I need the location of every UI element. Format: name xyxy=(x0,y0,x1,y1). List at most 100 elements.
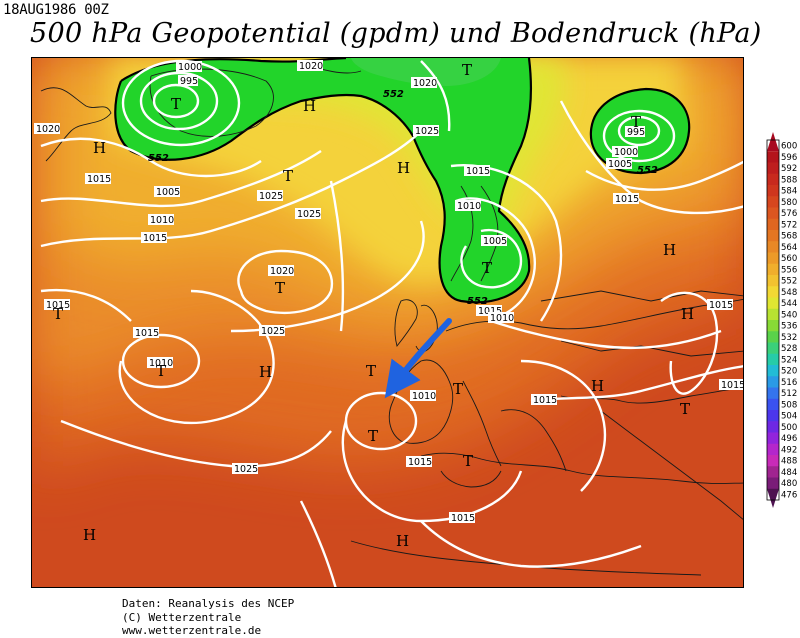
isobar-label: 1010 xyxy=(410,390,436,402)
svg-text:1015: 1015 xyxy=(87,174,111,185)
credits: Daten: Reanalysis des NCEP (C) Wetterzen… xyxy=(122,597,294,638)
colorbar-tick-label: 496 xyxy=(781,434,797,444)
colorbar-tick-label: 520 xyxy=(781,367,797,377)
isobar-label: 1015 xyxy=(719,379,744,391)
colorbar-swatch xyxy=(767,398,779,411)
colorbar-swatch xyxy=(767,365,779,377)
colorbar-tick-label: 576 xyxy=(781,209,797,219)
high-pressure-center: H xyxy=(396,532,409,550)
low-pressure-center: T xyxy=(368,427,378,445)
colorbar-tick-label: 600 xyxy=(781,142,797,152)
map-title: 500 hPa Geopotential (gpdm) und Bodendru… xyxy=(30,18,762,49)
colorbar-swatch xyxy=(767,185,779,197)
colorbar-tick-label: 488 xyxy=(781,457,797,467)
svg-text:1010: 1010 xyxy=(490,313,514,324)
colorbar-swatch xyxy=(767,252,779,265)
colorbar-swatch xyxy=(767,263,779,276)
colorbar-tick-label: 540 xyxy=(781,310,797,320)
colorbar-tick-label: 556 xyxy=(781,265,797,275)
low-pressure-center: T xyxy=(171,95,181,113)
svg-text:1020: 1020 xyxy=(270,266,294,277)
colorbar-swatch xyxy=(767,230,779,242)
colorbar-swatch xyxy=(767,162,779,175)
colorbar-tick-label: 580 xyxy=(781,198,797,208)
svg-text:1025: 1025 xyxy=(234,464,258,475)
colorbar-swatch xyxy=(767,320,779,332)
colorbar-swatch xyxy=(767,297,779,310)
svg-text:1020: 1020 xyxy=(36,124,60,135)
colorbar-swatch xyxy=(767,151,779,163)
svg-text:1015: 1015 xyxy=(533,395,557,406)
isobar-label: 1025 xyxy=(257,190,283,202)
isobar-label: 1015 xyxy=(406,456,432,468)
colorbar-outline xyxy=(766,139,780,501)
low-pressure-center: T xyxy=(366,362,376,380)
colorbar-swatch xyxy=(767,410,779,422)
svg-text:1005: 1005 xyxy=(156,187,180,198)
isobar-label: 1010 xyxy=(455,200,481,212)
low-pressure-center: T xyxy=(462,61,472,79)
colorbar-tick-label: 504 xyxy=(781,412,797,422)
svg-text:1015: 1015 xyxy=(46,300,70,311)
isobar-label: 1015 xyxy=(476,305,502,317)
svg-text:1000: 1000 xyxy=(178,62,202,73)
low-pressure-center: T xyxy=(453,380,463,398)
contour-label: 552 xyxy=(383,89,404,100)
colorbar-tick-label: 572 xyxy=(781,220,797,230)
svg-text:1010: 1010 xyxy=(149,358,173,369)
colorbar-tick-label: 480 xyxy=(781,479,797,489)
svg-text:1025: 1025 xyxy=(259,191,283,202)
credit-website[interactable]: www.wetterzentrale.de xyxy=(122,624,262,637)
colorbar-tick-label: 516 xyxy=(781,378,797,388)
airflow-arrow xyxy=(384,318,452,399)
colorbar-swatch xyxy=(767,196,779,208)
isobar-label: 1025 xyxy=(232,463,258,475)
low-pressure-center: T xyxy=(275,279,285,297)
low-pressure-center: T xyxy=(156,362,166,380)
isobar-label: 1015 xyxy=(613,193,639,205)
colorbar-swatch xyxy=(767,421,779,433)
low-pressure-center: T xyxy=(53,305,63,323)
colorbar-tick-label: 592 xyxy=(781,164,797,174)
svg-text:1005: 1005 xyxy=(483,236,507,247)
svg-text:1015: 1015 xyxy=(478,306,502,317)
colorbar-swatch xyxy=(767,308,779,321)
colorbar-swatch xyxy=(767,387,779,400)
isobar-label: 1015 xyxy=(449,512,475,524)
svg-text:1010: 1010 xyxy=(457,201,481,212)
high-pressure-center: H xyxy=(591,377,604,395)
datestamp: 18AUG1986 00Z xyxy=(3,2,109,18)
svg-text:1015: 1015 xyxy=(615,194,639,205)
contour-label: 552 xyxy=(637,165,658,176)
colorbar-tick-label: 552 xyxy=(781,277,797,287)
svg-text:1025: 1025 xyxy=(297,209,321,220)
colorbar-tick-label: 560 xyxy=(781,254,797,264)
colorbar-swatch xyxy=(767,207,779,220)
colorbar-tick-label: 508 xyxy=(781,400,797,410)
svg-text:1015: 1015 xyxy=(408,457,432,468)
colorbar-swatch xyxy=(767,286,779,298)
colorbar-tick-label: 500 xyxy=(781,423,797,433)
isobar-label: 1020 xyxy=(297,60,323,72)
colorbar-swatch xyxy=(767,342,779,355)
isobar-label: 1015 xyxy=(707,299,733,311)
svg-text:1025: 1025 xyxy=(415,126,439,137)
svg-text:995: 995 xyxy=(180,76,198,87)
svg-text:1020: 1020 xyxy=(413,78,437,89)
isobar-label: 1010 xyxy=(147,357,173,369)
colorbar-swatch xyxy=(767,353,779,366)
colorbar-tick-label: 536 xyxy=(781,322,797,332)
svg-text:1020: 1020 xyxy=(299,61,323,72)
svg-text:1015: 1015 xyxy=(135,328,159,339)
colorbar-tick-label: 528 xyxy=(781,344,797,354)
svg-text:1015: 1015 xyxy=(466,166,490,177)
svg-text:1005: 1005 xyxy=(608,159,632,170)
colorbar-tick-label: 544 xyxy=(781,299,797,309)
svg-text:1025: 1025 xyxy=(261,326,285,337)
colorbar-tick-label: 588 xyxy=(781,175,797,185)
colorbar-tick-label: 532 xyxy=(781,333,797,343)
svg-text:1015: 1015 xyxy=(143,233,167,244)
svg-text:995: 995 xyxy=(627,127,645,138)
svg-text:1015: 1015 xyxy=(721,380,744,391)
low-pressure-center: T xyxy=(463,452,473,470)
